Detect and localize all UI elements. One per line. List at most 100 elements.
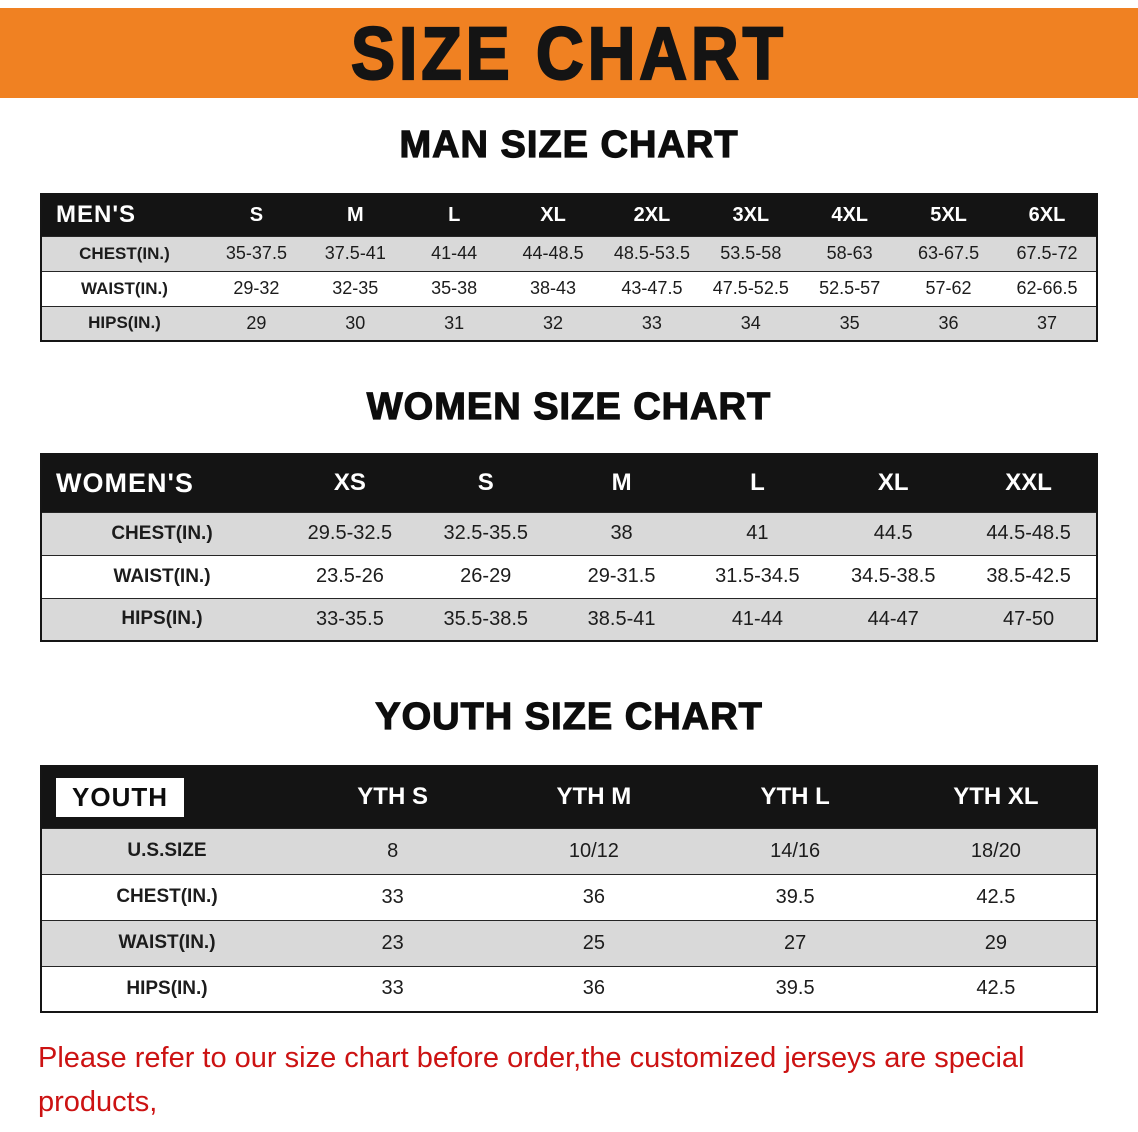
table-cell: 35-37.5 bbox=[207, 235, 306, 271]
table-header-row: WOMEN'S XS S M L XL XXL bbox=[41, 454, 1097, 512]
row-label: U.S.SIZE bbox=[41, 827, 292, 874]
women-section: WOMEN SIZE CHART WOMEN'S XS S M L XL XXL CHEST(… bbox=[0, 385, 1138, 642]
women-size-table: WOMEN'S XS S M L XL XXL CHEST(IN.) 29.5-32.5 32.5… bbox=[40, 453, 1098, 642]
column-header: L bbox=[404, 194, 504, 236]
column-header: YTH L bbox=[694, 766, 896, 828]
table-cell: 38.5-42.5 bbox=[961, 554, 1097, 598]
table-cell: 26-29 bbox=[417, 554, 554, 598]
footer-line-1: Please refer to our size chart before or… bbox=[38, 1042, 1025, 1118]
table-cell: 23.5-26 bbox=[282, 554, 418, 598]
column-header: YTH M bbox=[493, 766, 695, 828]
table-cell: 33 bbox=[292, 873, 494, 920]
table-cell: 10/12 bbox=[493, 827, 695, 874]
row-label: CHEST(IN.) bbox=[41, 511, 282, 555]
table-cell: 47.5-52.5 bbox=[701, 270, 801, 306]
column-header: XL bbox=[503, 194, 603, 236]
row-label: CHEST(IN.) bbox=[41, 235, 207, 271]
table-cell: 38 bbox=[553, 511, 690, 555]
table-cell: 27 bbox=[694, 919, 896, 966]
table-label: YOUTH bbox=[56, 777, 184, 817]
column-header: YTH XL bbox=[895, 766, 1097, 828]
table-cell: 8 bbox=[292, 827, 494, 874]
column-header: L bbox=[689, 454, 826, 512]
table-cell: 36 bbox=[493, 965, 695, 1012]
table-cell: 41 bbox=[689, 511, 826, 555]
banner: SIZE CHART bbox=[0, 8, 1138, 98]
table-cell: 33 bbox=[292, 965, 494, 1012]
column-header: M bbox=[553, 454, 690, 512]
table-row: U.S.SIZE 8 10/12 14/16 18/20 bbox=[41, 827, 1097, 874]
table-cell: 18/20 bbox=[895, 827, 1097, 874]
table-row: HIPS(IN.) 33 36 39.5 42.5 bbox=[41, 965, 1097, 1012]
table-cell: 29.5-32.5 bbox=[282, 511, 418, 555]
table-cell: 62-66.5 bbox=[998, 270, 1097, 306]
table-cell: 33 bbox=[602, 305, 702, 341]
table-label-cell: MEN'S bbox=[41, 194, 207, 236]
table-row: CHEST(IN.) 29.5-32.5 32.5-35.5 38 41 44.5 44.5… bbox=[41, 511, 1097, 555]
youth-size-table: YOUTH YTH S YTH M YTH L YTH XL U.S.SIZE 8 10/12… bbox=[40, 765, 1098, 1013]
table-body: U.S.SIZE 8 10/12 14/16 18/20 CHEST(IN.) 33 36 39… bbox=[41, 827, 1097, 1012]
table-row: HIPS(IN.) 29 30 31 32 33 34 35 36 37 bbox=[41, 305, 1097, 341]
table-cell: 48.5-53.5 bbox=[602, 235, 702, 271]
table-row: HIPS(IN.) 33-35.5 35.5-38.5 38.5-41 41-44 44-… bbox=[41, 597, 1097, 641]
men-size-table: MEN'S S M L XL 2XL 3XL 4XL 5XL 6XL CHEST(IN.) 35-37… bbox=[40, 193, 1098, 342]
table-cell: 14/16 bbox=[694, 827, 896, 874]
footer-note: Please refer to our size chart before or… bbox=[38, 1037, 1100, 1132]
table-row: CHEST(IN.) 33 36 39.5 42.5 bbox=[41, 873, 1097, 920]
table-cell: 39.5 bbox=[694, 965, 896, 1012]
column-header: 6XL bbox=[998, 194, 1097, 236]
table-cell: 35-38 bbox=[404, 270, 504, 306]
table-cell: 31 bbox=[404, 305, 504, 341]
table-cell: 42.5 bbox=[895, 965, 1097, 1012]
table-cell: 67.5-72 bbox=[998, 235, 1097, 271]
youth-section: YOUTH SIZE CHART YOUTH YTH S YTH M YTH L YTH… bbox=[0, 695, 1138, 1013]
row-label: WAIST(IN.) bbox=[41, 270, 207, 306]
table-cell: 35.5-38.5 bbox=[417, 597, 554, 641]
table-label-cell: WOMEN'S bbox=[41, 454, 282, 512]
column-header: M bbox=[305, 194, 405, 236]
table-cell: 42.5 bbox=[895, 873, 1097, 920]
footer-line-2: we don't accept cancel, change, teturn o… bbox=[38, 1124, 1100, 1132]
table-cell: 41-44 bbox=[689, 597, 826, 641]
table-cell: 32 bbox=[503, 305, 603, 341]
row-label: HIPS(IN.) bbox=[41, 597, 282, 641]
table-header-row: YOUTH YTH S YTH M YTH L YTH XL bbox=[41, 766, 1097, 828]
men-section-heading: MAN SIZE CHART bbox=[399, 123, 739, 166]
youth-section-heading: YOUTH SIZE CHART bbox=[375, 695, 763, 738]
column-header: 5XL bbox=[899, 194, 998, 236]
table-head: WOMEN'S XS S M L XL XXL bbox=[41, 454, 1097, 512]
column-header: S bbox=[207, 194, 306, 236]
column-header: 4XL bbox=[800, 194, 900, 236]
table-label: MEN'S bbox=[56, 201, 137, 229]
table-body: CHEST(IN.) 35-37.5 37.5-41 41-44 44-48.5 48.5… bbox=[41, 235, 1097, 341]
table-cell: 57-62 bbox=[899, 270, 998, 306]
column-header: 2XL bbox=[602, 194, 702, 236]
table-cell: 35 bbox=[800, 305, 900, 341]
table-row: WAIST(IN.) 23.5-26 26-29 29-31.5 31.5-34.5 34… bbox=[41, 554, 1097, 598]
table-cell: 32-35 bbox=[305, 270, 405, 306]
table-cell: 37.5-41 bbox=[305, 235, 405, 271]
table-cell: 25 bbox=[493, 919, 695, 966]
table-cell: 44-47 bbox=[825, 597, 962, 641]
row-label: HIPS(IN.) bbox=[41, 965, 292, 1012]
table-cell: 63-67.5 bbox=[899, 235, 998, 271]
table-head: MEN'S S M L XL 2XL 3XL 4XL 5XL 6XL bbox=[41, 194, 1097, 236]
column-header: XXL bbox=[961, 454, 1097, 512]
banner-title: SIZE CHART bbox=[350, 10, 787, 95]
table-label-cell: YOUTH bbox=[41, 766, 292, 828]
table-label: WOMEN'S bbox=[56, 467, 194, 498]
table-cell: 43-47.5 bbox=[602, 270, 702, 306]
table-cell: 31.5-34.5 bbox=[689, 554, 826, 598]
women-section-heading: WOMEN SIZE CHART bbox=[366, 385, 772, 428]
column-header: XL bbox=[825, 454, 962, 512]
table-cell: 34.5-38.5 bbox=[825, 554, 962, 598]
table-cell: 39.5 bbox=[694, 873, 896, 920]
table-cell: 41-44 bbox=[404, 235, 504, 271]
men-section: MAN SIZE CHART MEN'S S M L XL 2XL 3XL 4XL 5XL 6XL… bbox=[0, 123, 1138, 342]
row-label: WAIST(IN.) bbox=[41, 554, 282, 598]
table-header-row: MEN'S S M L XL 2XL 3XL 4XL 5XL 6XL bbox=[41, 194, 1097, 236]
table-cell: 33-35.5 bbox=[282, 597, 418, 641]
table-cell: 47-50 bbox=[961, 597, 1097, 641]
table-cell: 53.5-58 bbox=[701, 235, 801, 271]
